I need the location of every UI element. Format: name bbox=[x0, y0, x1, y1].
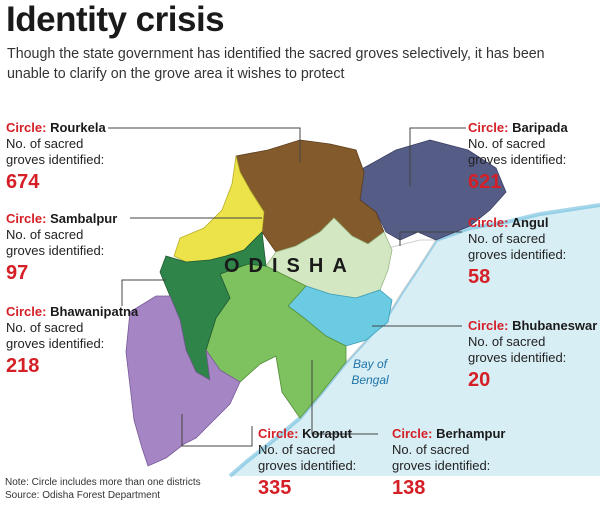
grove-count: 20 bbox=[468, 369, 491, 391]
grove-count: 138 bbox=[392, 477, 426, 499]
desc-line1: No. of sacred bbox=[392, 442, 470, 457]
desc-line2: groves identified: bbox=[468, 152, 567, 167]
callout-bhubaneswar: Circle: Bhubaneswar No. of sacred groves… bbox=[468, 318, 600, 392]
leader-angul bbox=[399, 231, 462, 246]
circle-keyword: Circle: bbox=[6, 304, 47, 319]
note-text: Note: Circle includes more than one dist… bbox=[5, 477, 201, 488]
circle-keyword: Circle: bbox=[6, 211, 47, 226]
grove-count: 58 bbox=[468, 266, 491, 288]
desc-line2: groves identified: bbox=[392, 458, 491, 473]
region-koraput bbox=[125, 295, 241, 467]
circle-keyword: Circle: bbox=[468, 318, 509, 333]
grove-count: 218 bbox=[6, 355, 40, 377]
leader-lines bbox=[108, 127, 466, 447]
desc-line1: No. of sacred bbox=[468, 231, 546, 246]
circle-name: Rourkela bbox=[50, 120, 106, 135]
desc-line1: No. of sacred bbox=[468, 136, 546, 151]
circle-name: Sambalpur bbox=[50, 211, 118, 226]
grove-count: 335 bbox=[258, 477, 292, 499]
desc-line2: groves identified: bbox=[6, 243, 105, 258]
callout-angul: Circle: Angul No. of sacred groves ident… bbox=[468, 215, 600, 289]
desc-line2: groves identified: bbox=[258, 458, 357, 473]
desc-line1: No. of sacred bbox=[6, 320, 84, 335]
circle-keyword: Circle: bbox=[392, 426, 433, 441]
grove-count: 97 bbox=[6, 262, 29, 284]
callout-rourkela: Circle: Rourkela No. of sacred groves id… bbox=[6, 120, 166, 194]
sea-label-line1: Bay of bbox=[353, 357, 389, 371]
circle-name: Angul bbox=[511, 215, 549, 230]
circle-name: Bhubaneswar bbox=[512, 318, 598, 333]
circle-keyword: Circle: bbox=[258, 426, 299, 441]
leader-baripada bbox=[409, 127, 466, 186]
desc-line1: No. of sacred bbox=[6, 136, 84, 151]
desc-line1: No. of sacred bbox=[468, 334, 546, 349]
leader-bhawanipatna bbox=[121, 279, 166, 306]
page-title: Identity crisis bbox=[6, 0, 225, 39]
source-text: Source: Odisha Forest Department bbox=[5, 490, 161, 501]
subtitle: Though the state government has identifi… bbox=[7, 45, 545, 82]
circle-keyword: Circle: bbox=[468, 120, 509, 135]
circle-name: Baripada bbox=[512, 120, 568, 135]
desc-line2: groves identified: bbox=[468, 350, 567, 365]
circle-keyword: Circle: bbox=[6, 120, 47, 135]
region-baripada bbox=[359, 139, 507, 241]
desc-line1: No. of sacred bbox=[258, 442, 336, 457]
circle-name: Bhawanipatna bbox=[50, 304, 139, 319]
leader-berhampur bbox=[311, 360, 378, 435]
circle-name: Berhampur bbox=[436, 426, 506, 441]
grove-count: 621 bbox=[468, 171, 502, 193]
callout-koraput: Circle: Koraput No. of sacred groves ide… bbox=[258, 426, 418, 500]
leader-rourkela bbox=[108, 127, 301, 162]
callout-bhawanipatna: Circle: Bhawanipatna No. of sacred grove… bbox=[6, 304, 166, 378]
sea-label-line2: Bengal bbox=[351, 373, 389, 387]
desc-line2: groves identified: bbox=[468, 247, 567, 262]
circle-keyword: Circle: bbox=[468, 215, 509, 230]
sea-area bbox=[230, 205, 600, 476]
desc-line2: groves identified: bbox=[6, 152, 105, 167]
map-label-odisha: ODISHA bbox=[224, 255, 356, 277]
desc-line2: groves identified: bbox=[6, 336, 105, 351]
grove-count: 674 bbox=[6, 171, 40, 193]
footnote: Note: Circle includes more than one dist… bbox=[5, 476, 205, 502]
desc-line1: No. of sacred bbox=[6, 227, 84, 242]
callout-baripada: Circle: Baripada No. of sacred groves id… bbox=[468, 120, 600, 194]
leader-koraput bbox=[181, 414, 253, 447]
callout-berhampur: Circle: Berhampur No. of sacred groves i… bbox=[392, 426, 552, 500]
callout-sambalpur: Circle: Sambalpur No. of sacred groves i… bbox=[6, 211, 166, 285]
circle-name: Koraput bbox=[302, 426, 352, 441]
